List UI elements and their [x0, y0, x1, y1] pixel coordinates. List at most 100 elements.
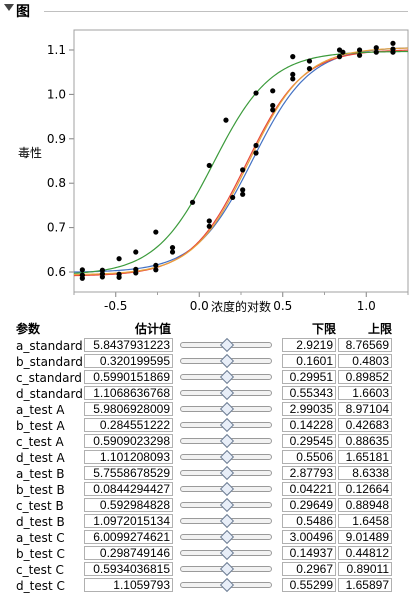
estimate-field[interactable]	[84, 370, 173, 384]
slider-thumb[interactable]	[219, 481, 235, 497]
y-tick-label: 0.9	[47, 132, 66, 146]
upper-limit-field[interactable]	[338, 562, 392, 576]
estimate-header: 估计值	[135, 322, 172, 336]
x-tick-label: 0.0	[190, 299, 209, 313]
parameter-row: d_standard	[0, 385, 412, 402]
upper-limit-field[interactable]	[338, 386, 392, 400]
slider-thumb[interactable]	[219, 465, 235, 481]
data-point	[390, 40, 396, 46]
upper-limit-field[interactable]	[338, 514, 392, 528]
slider-thumb[interactable]	[219, 417, 235, 433]
lower-limit-field[interactable]	[282, 530, 336, 544]
slider-thumb[interactable]	[219, 401, 235, 417]
lower-limit-field[interactable]	[282, 450, 336, 464]
estimate-field[interactable]	[84, 466, 173, 480]
estimate-slider[interactable]	[180, 513, 272, 530]
estimate-slider[interactable]	[180, 449, 272, 466]
lower-limit-field[interactable]	[282, 498, 336, 512]
slider-thumb[interactable]	[219, 337, 235, 353]
estimate-field[interactable]	[84, 562, 173, 576]
upper-limit-field[interactable]	[338, 434, 392, 448]
estimate-field[interactable]	[84, 354, 173, 368]
data-point	[336, 54, 343, 60]
lower-limit-field[interactable]	[282, 514, 336, 528]
lower-limit-field[interactable]	[282, 338, 336, 352]
param-name: d_test B	[16, 515, 65, 529]
data-point	[290, 54, 296, 60]
data-point	[169, 249, 176, 255]
upper-limit-field[interactable]	[338, 450, 392, 464]
slider-thumb[interactable]	[219, 369, 235, 385]
lower-limit-field[interactable]	[282, 354, 336, 368]
slider-thumb[interactable]	[219, 513, 235, 529]
estimate-field[interactable]	[84, 514, 173, 528]
estimate-field[interactable]	[84, 482, 173, 496]
lower-limit-field[interactable]	[282, 546, 336, 560]
parameter-row: b_test A	[0, 417, 412, 434]
slider-thumb[interactable]	[219, 545, 235, 561]
upper-limit-field[interactable]	[338, 466, 392, 480]
slider-thumb[interactable]	[219, 385, 235, 401]
lower-limit-field[interactable]	[282, 386, 336, 400]
estimate-field[interactable]	[84, 450, 173, 464]
parameter-row: d_test B	[0, 513, 412, 530]
estimate-field[interactable]	[84, 338, 173, 352]
estimate-field[interactable]	[84, 578, 173, 592]
slider-thumb[interactable]	[219, 353, 235, 369]
parameter-row: d_test C	[0, 577, 412, 594]
data-point	[240, 167, 246, 173]
lower-limit-field[interactable]	[282, 482, 336, 496]
estimate-slider[interactable]	[180, 561, 272, 578]
estimate-slider[interactable]	[180, 529, 272, 546]
upper-limit-field[interactable]	[338, 402, 392, 416]
estimate-field[interactable]	[84, 386, 173, 400]
data-point	[99, 274, 105, 280]
collapse-triangle-icon[interactable]	[4, 4, 14, 11]
param-name: a_test B	[16, 467, 65, 481]
param-name: a_test C	[16, 531, 65, 545]
estimate-slider[interactable]	[180, 481, 272, 498]
upper-limit-field[interactable]	[338, 370, 392, 384]
estimate-slider[interactable]	[180, 337, 272, 354]
lower-limit-field[interactable]	[282, 578, 336, 592]
data-point	[306, 58, 313, 64]
upper-limit-field[interactable]	[338, 482, 392, 496]
slider-thumb[interactable]	[219, 577, 235, 593]
slider-thumb[interactable]	[219, 433, 235, 449]
upper-limit-field[interactable]	[338, 498, 392, 512]
lower-limit-field[interactable]	[282, 434, 336, 448]
upper-limit-field[interactable]	[338, 530, 392, 544]
slider-thumb[interactable]	[219, 561, 235, 577]
data-point	[270, 88, 276, 94]
estimate-slider[interactable]	[180, 465, 272, 482]
estimate-slider[interactable]	[180, 433, 272, 450]
estimate-slider[interactable]	[180, 353, 272, 370]
lower-limit-field[interactable]	[282, 466, 336, 480]
slider-thumb[interactable]	[219, 497, 235, 513]
estimate-field[interactable]	[84, 418, 173, 432]
data-point	[153, 262, 159, 268]
estimate-field[interactable]	[84, 434, 173, 448]
estimate-field[interactable]	[84, 402, 173, 416]
estimate-slider[interactable]	[180, 417, 272, 434]
upper-limit-field[interactable]	[338, 546, 392, 560]
lower-limit-field[interactable]	[282, 418, 336, 432]
estimate-slider[interactable]	[180, 401, 272, 418]
upper-limit-field[interactable]	[338, 338, 392, 352]
lower-limit-field[interactable]	[282, 370, 336, 384]
upper-limit-field[interactable]	[338, 578, 392, 592]
upper-limit-field[interactable]	[338, 354, 392, 368]
lower-limit-field[interactable]	[282, 402, 336, 416]
estimate-slider[interactable]	[180, 577, 272, 594]
estimate-field[interactable]	[84, 498, 173, 512]
slider-thumb[interactable]	[219, 529, 235, 545]
estimate-slider[interactable]	[180, 369, 272, 386]
estimate-field[interactable]	[84, 530, 173, 544]
estimate-slider[interactable]	[180, 545, 272, 562]
slider-thumb[interactable]	[219, 449, 235, 465]
lower-limit-field[interactable]	[282, 562, 336, 576]
estimate-slider[interactable]	[180, 497, 272, 514]
upper-limit-field[interactable]	[338, 418, 392, 432]
estimate-field[interactable]	[84, 546, 173, 560]
estimate-slider[interactable]	[180, 385, 272, 402]
